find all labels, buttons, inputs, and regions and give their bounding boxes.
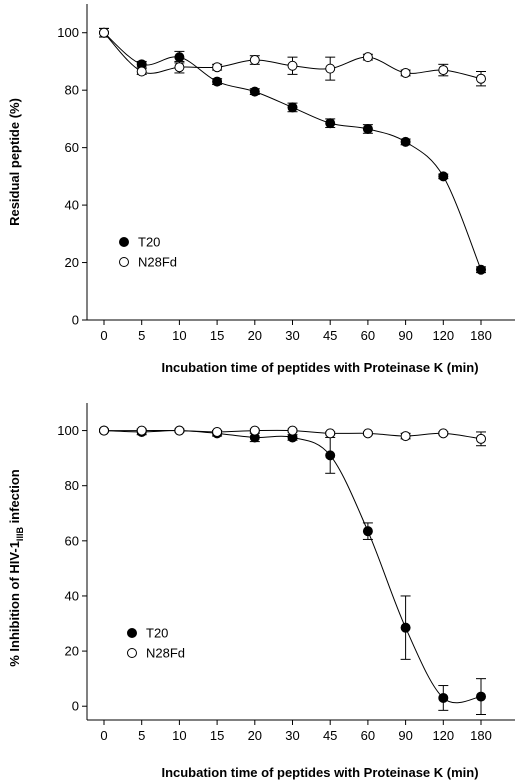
data-point <box>438 171 449 182</box>
x-tick-label: 30 <box>285 728 299 743</box>
x-tick-label: 120 <box>432 328 454 343</box>
data-point <box>287 60 298 71</box>
x-tick-label: 120 <box>432 728 454 743</box>
data-point <box>438 65 449 76</box>
data-point <box>99 27 109 38</box>
legend-marker <box>127 648 137 658</box>
data-point <box>400 136 411 147</box>
data-point <box>325 450 336 461</box>
legend-marker <box>119 237 129 247</box>
y-tick-label: 60 <box>65 140 79 155</box>
data-point <box>174 62 185 73</box>
data-point <box>249 55 260 66</box>
y-axis-label-end: infection <box>7 469 22 527</box>
y-tick-label: 40 <box>65 588 79 603</box>
hiv-inhibition-chart: Incubation time of peptides with Protein… <box>7 403 515 780</box>
x-tick-label: 10 <box>172 328 186 343</box>
x-tick-label: 5 <box>138 728 145 743</box>
x-axis-label: Incubation time of peptides with Protein… <box>161 765 478 780</box>
legend-label: T20 <box>146 626 168 641</box>
y-tick-label: 20 <box>65 255 79 270</box>
legend-label: T20 <box>138 235 160 250</box>
data-point <box>136 66 147 77</box>
x-tick-label: 180 <box>470 728 492 743</box>
x-tick-label: 10 <box>172 728 186 743</box>
data-point <box>174 425 185 436</box>
series-n28fd <box>99 425 486 447</box>
data-point <box>99 425 109 436</box>
data-point <box>476 264 486 275</box>
data-point <box>212 76 223 87</box>
legend-marker <box>127 628 137 638</box>
data-point <box>287 425 298 436</box>
x-tick-label: 30 <box>285 328 299 343</box>
x-tick-label: 20 <box>248 728 262 743</box>
x-tick-label: 180 <box>470 328 492 343</box>
y-tick-label: 60 <box>65 533 79 548</box>
data-point <box>438 428 449 439</box>
x-tick-label: 60 <box>361 328 375 343</box>
legend-label: N28Fd <box>138 255 177 270</box>
x-tick-label: 0 <box>100 328 107 343</box>
data-point <box>362 52 373 63</box>
x-tick-label: 5 <box>138 328 145 343</box>
x-tick-label: 90 <box>398 728 412 743</box>
y-tick-label: 0 <box>72 313 79 328</box>
y-tick-label: 40 <box>65 198 79 213</box>
y-tick-label: 100 <box>57 25 79 40</box>
data-point <box>400 67 411 78</box>
series-n28fd <box>99 27 486 87</box>
x-tick-label: 15 <box>210 728 224 743</box>
y-tick-label: 100 <box>57 423 79 438</box>
y-axis-label: % Inhibition of HIV-1IIIB infection <box>7 469 25 667</box>
data-point <box>325 428 336 439</box>
data-point <box>476 73 486 84</box>
x-tick-label: 60 <box>361 728 375 743</box>
data-point <box>287 102 298 113</box>
data-point <box>212 62 223 73</box>
legend-label: N28Fd <box>146 646 185 661</box>
x-tick-label: 45 <box>323 328 337 343</box>
x-tick-label: 0 <box>100 728 107 743</box>
x-tick-label: 45 <box>323 728 337 743</box>
data-point <box>325 63 336 74</box>
y-tick-label: 20 <box>65 644 79 659</box>
y-tick-label: 80 <box>65 83 79 98</box>
data-point <box>249 86 260 97</box>
data-point <box>400 622 411 633</box>
data-point <box>400 431 411 442</box>
data-point <box>212 426 223 437</box>
y-axis-label-subscript: IIIB <box>15 527 25 542</box>
data-point <box>362 123 373 134</box>
data-point <box>362 428 373 439</box>
data-point <box>174 52 185 63</box>
x-axis-label: Incubation time of peptides with Protein… <box>161 360 478 375</box>
y-tick-label: 0 <box>72 699 79 714</box>
data-point <box>325 118 336 129</box>
x-tick-label: 90 <box>398 328 412 343</box>
y-axis-label: Residual peptide (%) <box>7 98 22 226</box>
data-point <box>476 691 486 702</box>
data-point <box>438 692 449 703</box>
x-tick-label: 15 <box>210 328 224 343</box>
series-line <box>103 430 482 704</box>
legend-marker <box>119 257 129 267</box>
residual-peptide-chart: Incubation time of peptides with Protein… <box>7 4 515 375</box>
data-point <box>136 425 147 436</box>
y-tick-label: 80 <box>65 478 79 493</box>
data-point <box>249 425 260 436</box>
x-tick-label: 20 <box>248 328 262 343</box>
series-t20 <box>99 425 486 715</box>
data-point <box>476 433 486 444</box>
data-point <box>362 526 373 537</box>
y-axis-label-main: % Inhibition of HIV-1 <box>7 541 22 667</box>
